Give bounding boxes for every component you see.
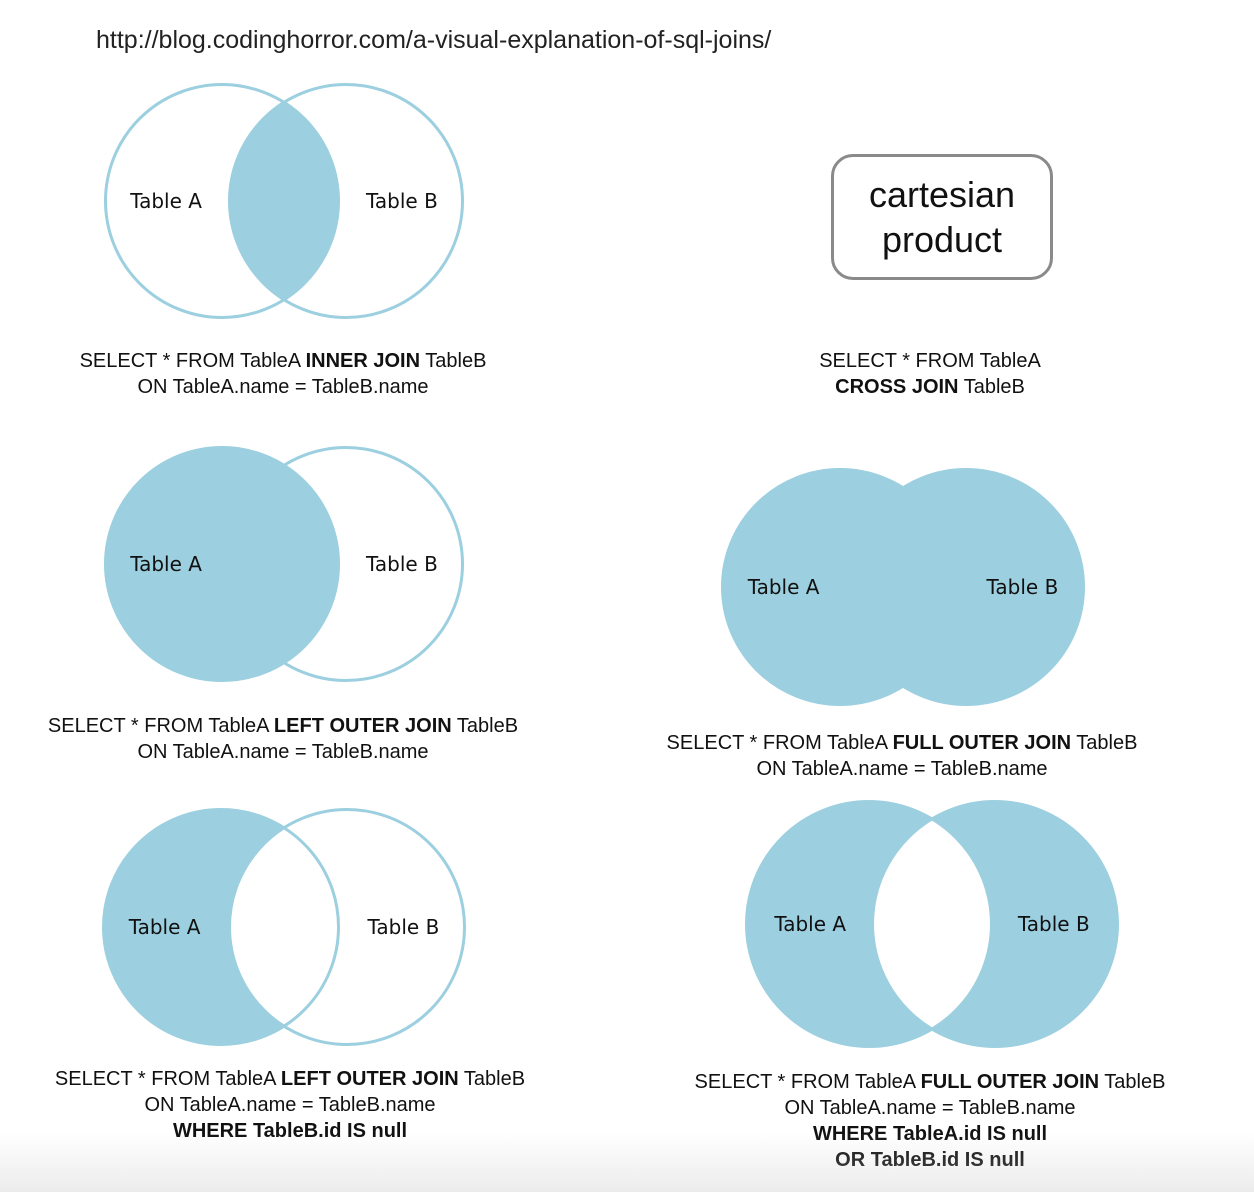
sql-text: TableB [458,1068,526,1090]
venn-full-excluding-join: Table A Table B [745,800,1119,1048]
sql-text: SELECT * FROM TableA [694,1071,921,1093]
caption-line: SELECT * FROM TableA FULL OUTER JOIN Tab… [620,1069,1240,1095]
label-table-b: Table B [367,915,440,939]
venn-left-excluding-join: Table A Table B [102,808,466,1046]
sql-text: SELECT * FROM TableA [47,715,274,737]
caption-inner-join: SELECT * FROM TableA INNER JOIN TableB ON… [0,348,566,400]
venn-intersection [229,84,339,318]
caption-line: ON TableA.name = TableB.name [600,756,1204,782]
caption-line: WHERE TableA.id IS null [620,1121,1240,1147]
sql-keyword: FULL OUTER JOIN [920,1071,1100,1093]
label-table-a: Table A [129,552,202,576]
sql-keyword: LEFT OUTER JOIN [280,1068,459,1090]
venn-set-a-fill [105,447,339,681]
venn-intersection-hole [229,809,339,1045]
caption-line: SELECT * FROM TableA LEFT OUTER JOIN Tab… [0,1066,580,1092]
venn-circle-a-outline [745,800,993,1048]
venn-circle-b-outline [847,468,1085,706]
caption-line: SELECT * FROM TableA INNER JOIN TableB [0,348,566,374]
label-table-a: Table A [747,575,820,599]
sql-text: TableB [1099,1071,1166,1093]
caption-line: SELECT * FROM TableA LEFT OUTER JOIN Tab… [0,713,566,739]
caption-cross-join: SELECT * FROM TableA CROSS JOIN TableB [630,348,1230,400]
cartesian-product-box: cartesian product [831,154,1053,280]
venn-set-b-fill [848,469,1084,705]
label-table-a: Table A [773,912,846,936]
venn-inner-join: Table A Table B [104,83,464,319]
sql-text: SELECT * FROM TableA [666,732,893,754]
venn-circle-b-outline [228,808,466,1046]
label-table-b: Table B [986,575,1059,599]
caption-full-outer-join: SELECT * FROM TableA FULL OUTER JOIN Tab… [600,730,1204,782]
sql-text: ON TableA.name = TableB.name [137,376,429,398]
caption-line: ON TableA.name = TableB.name [0,374,566,400]
caption-line: SELECT * FROM TableA [630,348,1230,374]
cartesian-line-2: product [881,219,1003,260]
caption-line: OR TableB.id IS null [620,1147,1240,1173]
caption-line: ON TableA.name = TableB.name [0,1092,580,1118]
caption-line: SELECT * FROM TableA FULL OUTER JOIN Tab… [600,730,1204,756]
sql-keyword: CROSS JOIN [835,376,959,398]
sql-text: SELECT * FROM TableA [54,1068,281,1090]
venn-intersection-hole [872,801,992,1047]
sql-text: ON TableA.name = TableB.name [756,758,1048,780]
source-url: http://blog.codinghorror.com/a-visual-ex… [96,26,772,54]
caption-line: WHERE TableB.id IS null [0,1118,580,1144]
sql-keyword: WHERE TableB.id IS null [172,1120,408,1142]
caption-line: CROSS JOIN TableB [630,374,1230,400]
venn-circle-a-outline [102,808,340,1046]
cartesian-line-1: cartesian [868,174,1016,215]
caption-full-excluding-join: SELECT * FROM TableA FULL OUTER JOIN Tab… [620,1069,1240,1173]
sql-text: TableB [958,376,1025,398]
venn-left-outer-join: Table A Table B [104,446,464,682]
sql-text: TableB [451,715,519,737]
venn-circle-a-outline [721,468,959,706]
sql-text: TableB [420,350,487,372]
caption-line: ON TableA.name = TableB.name [620,1095,1240,1121]
sql-text: SELECT * FROM TableA [79,350,306,372]
sql-text: TableB [1071,732,1138,754]
label-table-b: Table B [365,552,438,576]
label-table-b: Table B [365,189,438,213]
sql-keyword: WHERE TableA.id IS null [812,1123,1048,1145]
caption-line: ON TableA.name = TableB.name [0,739,566,765]
caption-left-excluding-join: SELECT * FROM TableA LEFT OUTER JOIN Tab… [0,1066,580,1144]
sql-keyword: LEFT OUTER JOIN [273,715,452,737]
venn-circle-b-outline [228,83,464,319]
label-table-a: Table A [128,915,201,939]
venn-circle-b-outline [228,446,464,682]
sql-keyword: OR TableB.id IS null [835,1149,1025,1171]
sql-text: ON TableA.name = TableB.name [144,1094,436,1116]
sql-text: SELECT * FROM TableA [819,350,1041,372]
venn-full-outer-join: Table A Table B [721,468,1085,706]
sql-text: ON TableA.name = TableB.name [784,1097,1076,1119]
sql-keyword: INNER JOIN [305,350,421,372]
venn-circle-a-outline [104,446,340,682]
sql-keyword: FULL OUTER JOIN [892,732,1072,754]
sql-text: ON TableA.name = TableB.name [137,741,429,763]
caption-left-outer-join: SELECT * FROM TableA LEFT OUTER JOIN Tab… [0,713,566,765]
venn-circle-b-outline [871,800,1119,1048]
label-table-a: Table A [129,189,202,213]
label-table-b: Table B [1017,912,1090,936]
venn-circle-a-outline [104,83,340,319]
